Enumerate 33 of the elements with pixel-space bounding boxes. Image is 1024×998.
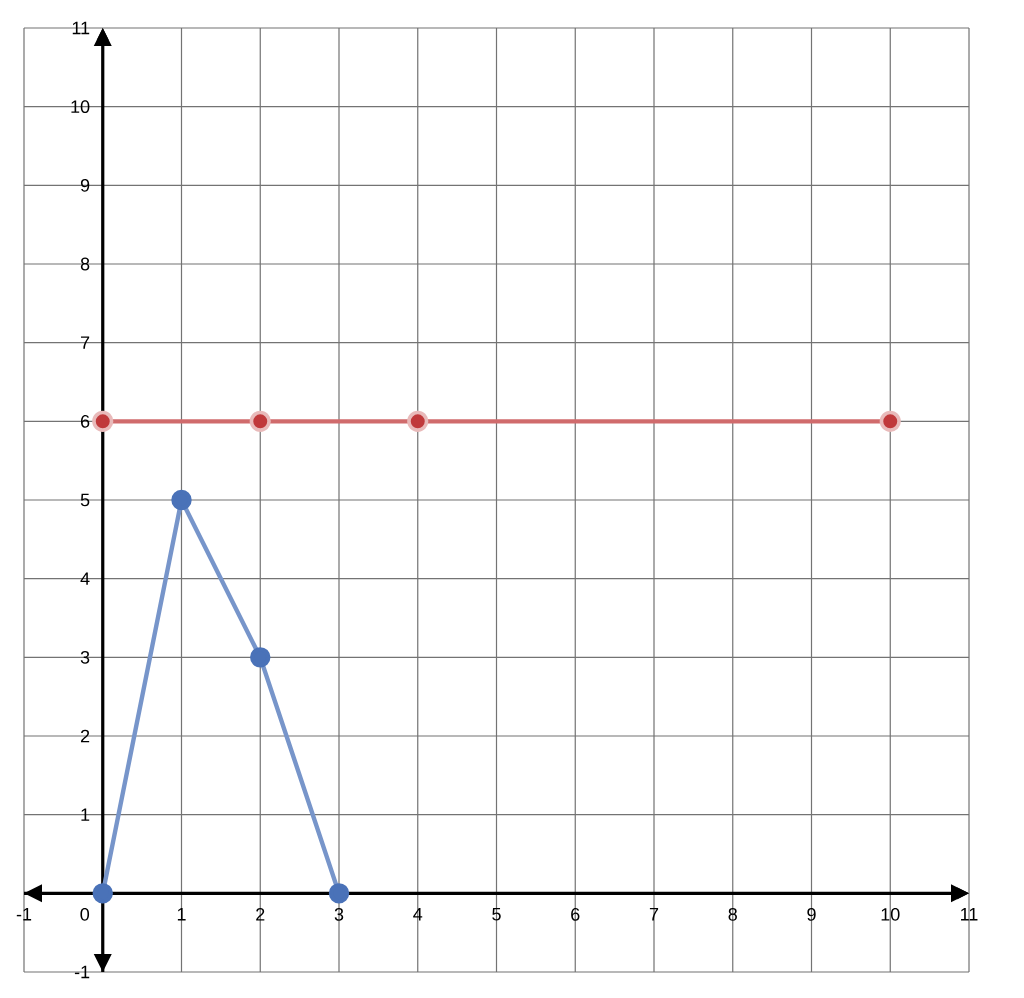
x-tick-label: 2 bbox=[256, 907, 265, 921]
point bbox=[171, 489, 192, 511]
x-tick-label: 7 bbox=[649, 907, 659, 921]
y-tick-label: 9 bbox=[80, 178, 90, 192]
x-tick-label: 1 bbox=[177, 907, 186, 921]
y-tick-label: 2 bbox=[80, 729, 90, 743]
x-tick-label: 6 bbox=[571, 907, 580, 921]
y-tick-label: 8 bbox=[80, 257, 90, 271]
point bbox=[879, 410, 901, 432]
y-tick-label: -1 bbox=[74, 965, 90, 979]
x-tick-label: 9 bbox=[807, 907, 816, 921]
y-tick-label: 4 bbox=[80, 572, 90, 585]
x-tick-label: 5 bbox=[492, 907, 501, 921]
y-tick-label: 11 bbox=[72, 21, 90, 35]
x-tick-label: 10 bbox=[881, 907, 900, 921]
y-tick-label: 6 bbox=[80, 414, 90, 428]
y-tick-label: 7 bbox=[80, 336, 90, 349]
y-tick-label: 10 bbox=[71, 100, 90, 114]
x-tick-label: 4 bbox=[413, 907, 423, 921]
point bbox=[92, 410, 114, 432]
x-tick-label: 8 bbox=[728, 907, 737, 921]
point bbox=[249, 410, 271, 432]
y-tick-label: 5 bbox=[80, 493, 90, 507]
x-tick-label: 3 bbox=[334, 907, 344, 921]
point bbox=[92, 883, 113, 904]
x-tick-label: 11 bbox=[961, 907, 978, 921]
y-tick-label: 3 bbox=[80, 650, 90, 664]
y-tick-label: 1 bbox=[81, 808, 90, 821]
x-tick-label: -1 bbox=[16, 907, 32, 921]
point bbox=[250, 647, 271, 668]
point bbox=[328, 883, 350, 904]
point bbox=[407, 410, 429, 432]
x-tick-label: 0 bbox=[80, 907, 90, 921]
